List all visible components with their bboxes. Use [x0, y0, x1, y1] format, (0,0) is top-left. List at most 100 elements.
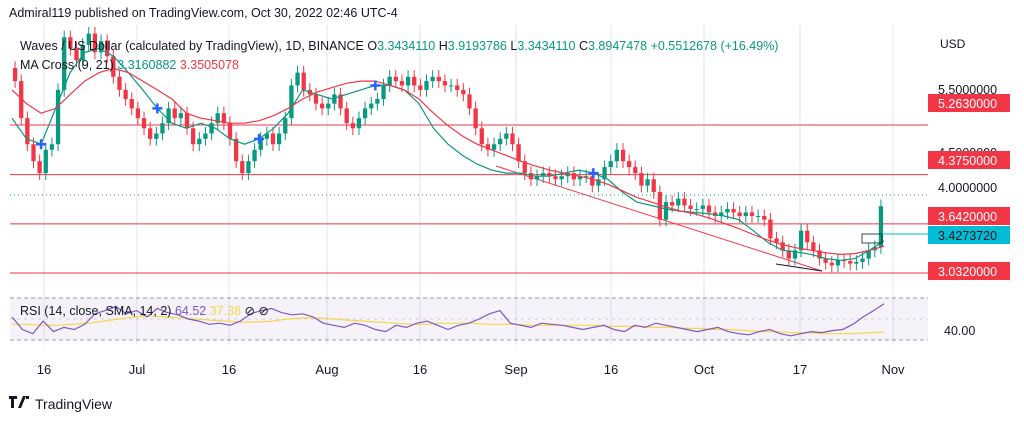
price-label-text: 3.0320000 [938, 265, 997, 279]
candle-body [541, 173, 546, 177]
candle-body [117, 76, 122, 90]
ma-cross-icon [152, 103, 163, 114]
y-tick: 4.0000000 [938, 181, 997, 195]
channel-upper-line [775, 263, 823, 272]
time-axis[interactable]: 16 Jul 16 Aug 16 Sep 16 Oct 17 Nov [37, 362, 905, 377]
candle-body [860, 258, 865, 262]
candle-body [848, 261, 853, 264]
candle-body [706, 205, 712, 213]
ma-cross-icon [370, 80, 381, 91]
candle-body [270, 133, 276, 145]
footer-brand[interactable]: TradingView [9, 395, 112, 412]
low-value: 3.3434110 [517, 39, 576, 53]
candle-body [485, 144, 491, 150]
candle-body [436, 76, 441, 82]
candle-body [682, 198, 687, 206]
x-tick-label: 16 [222, 362, 236, 377]
ma-fast-line [11, 47, 885, 261]
candle-body [387, 76, 392, 86]
y-tick: 5.5000000 [938, 83, 997, 97]
candle-body [105, 40, 110, 57]
candle-body [129, 98, 134, 109]
candle-body [111, 56, 116, 77]
price-axis[interactable]: USD 5.5000000 4.5000000 4.0000000 40.00 … [928, 37, 1010, 338]
current-price-box [928, 226, 1010, 244]
candle-body [461, 89, 466, 95]
rsi-label: RSI (14, close, SMA, 14, 2) [20, 304, 172, 318]
current-price-marker [861, 233, 883, 244]
candle-body [878, 206, 884, 248]
candle-body [516, 144, 521, 162]
candle-body [749, 212, 755, 217]
candle-body [92, 33, 98, 53]
candle-body [135, 108, 141, 119]
candle-body [755, 216, 761, 218]
candle-body [805, 230, 810, 243]
candle-body [172, 108, 177, 119]
candle-body [663, 202, 669, 220]
x-tick-label: 17 [793, 362, 807, 377]
candle-body [528, 173, 534, 180]
x-tick-label: Aug [315, 362, 338, 377]
high-value: 3.9193786 [447, 39, 507, 53]
candle-body [448, 85, 454, 87]
candle-body [80, 44, 85, 61]
rsi-y-tick: 40.00 [944, 324, 975, 338]
candle-body [264, 133, 269, 139]
price-label-box [928, 262, 1010, 280]
candle-body [375, 98, 380, 104]
candle-body [522, 161, 527, 174]
candle-body [37, 161, 42, 174]
candle-body [233, 138, 239, 162]
candle-body [252, 149, 257, 162]
candle-body [295, 72, 300, 86]
candle-body [430, 76, 435, 82]
candle-body [405, 76, 411, 86]
candle-body [811, 242, 816, 251]
open-label: O [367, 39, 378, 53]
candle-body [25, 118, 30, 145]
price-label-box [928, 151, 1010, 169]
candle-body [215, 113, 220, 124]
candle-body [141, 118, 147, 129]
candle-body [258, 138, 263, 150]
candle-body [645, 179, 650, 186]
candle-body [55, 89, 61, 145]
rsi-legend: RSI (14, close, SMA, 14, 2) 64.52 37.38 … [20, 303, 269, 318]
candle-body [700, 205, 705, 209]
visibility-icons: ⊘ ⊘ [244, 304, 269, 318]
candle-body [553, 176, 558, 180]
candle-body [719, 212, 724, 217]
change-value: +0.5512678 (+16.49%) [650, 39, 779, 53]
ma-slow-value: 3.3505078 [179, 58, 239, 72]
candle-body [166, 108, 171, 124]
candle-body [246, 161, 251, 174]
candle-body [584, 176, 589, 178]
candle-body [350, 123, 355, 129]
candle-body [657, 192, 663, 220]
candle-body [559, 176, 564, 180]
candle-body [148, 128, 153, 139]
ma-fast-value: 3.3160882 [117, 58, 177, 72]
candle-body [504, 133, 509, 139]
ma-legend: MA Cross (9, 21) 3.3160882 3.3505078 [20, 58, 239, 72]
candle-body [313, 94, 319, 104]
ma-cross-markers [36, 80, 599, 179]
candle-body [160, 123, 165, 134]
x-tick-label: 16 [37, 362, 51, 377]
candle-body [240, 161, 245, 174]
candle-body [823, 258, 828, 263]
candle-body [590, 176, 595, 186]
candle-body [786, 250, 791, 259]
tradingview-logo-icon [9, 395, 31, 412]
candle-body [565, 173, 570, 177]
candle-body [381, 85, 386, 99]
candle-body [49, 144, 55, 150]
rsi-line [11, 303, 885, 337]
candles [12, 26, 884, 273]
candle-body [86, 33, 91, 45]
candle-body [774, 238, 779, 243]
candle-body [68, 37, 73, 49]
candle-body [639, 173, 644, 186]
